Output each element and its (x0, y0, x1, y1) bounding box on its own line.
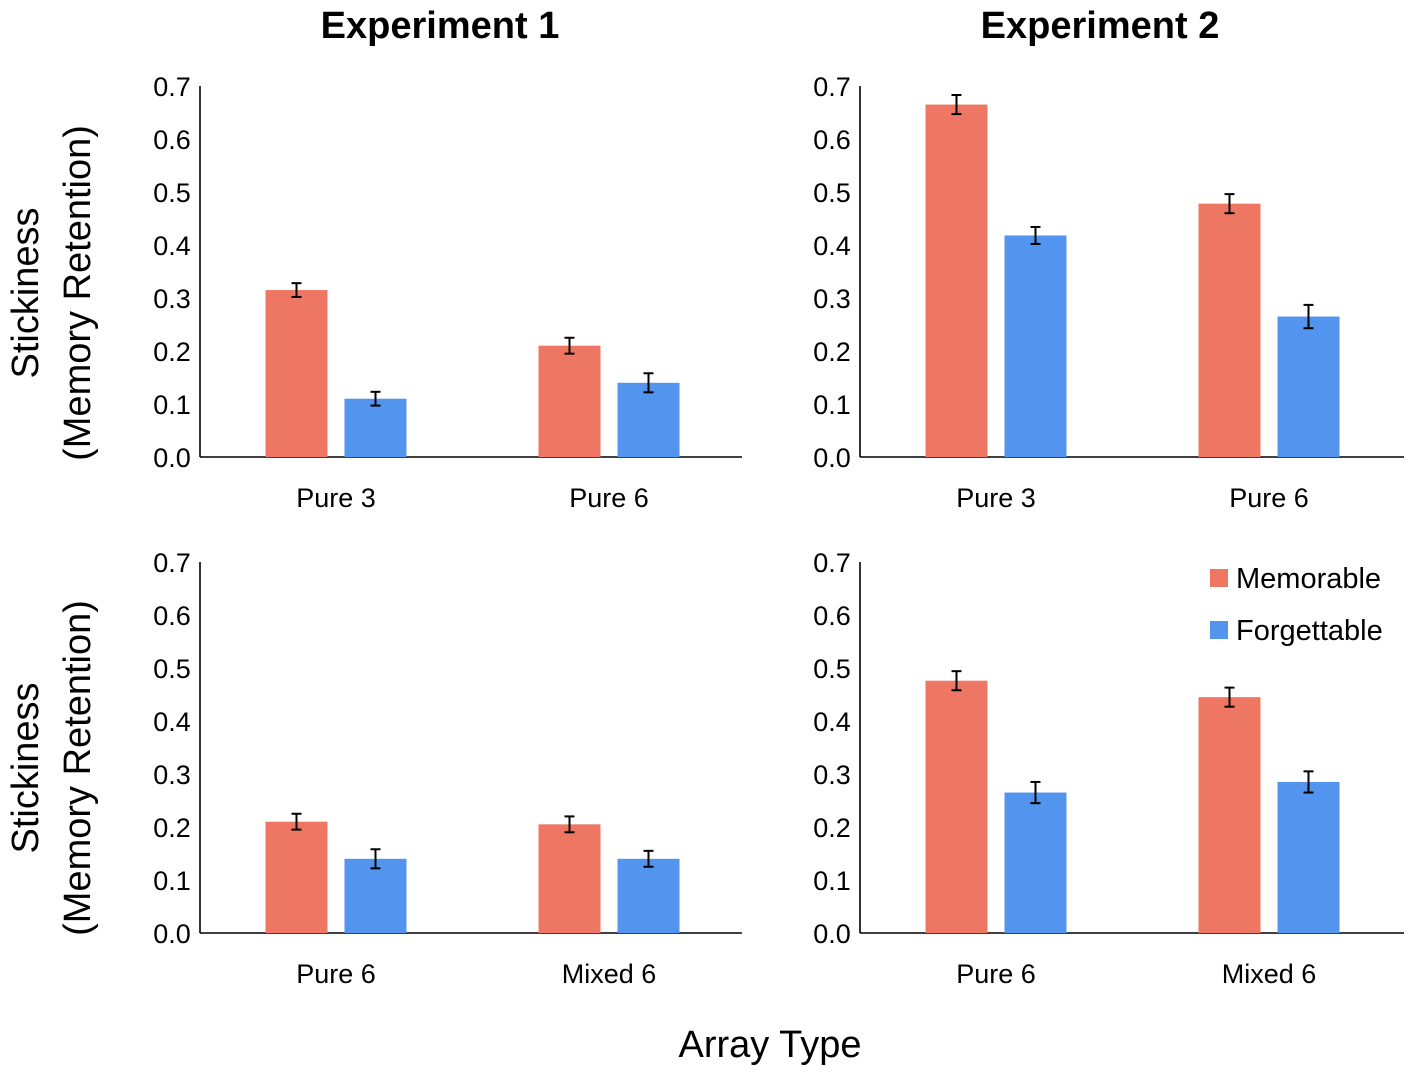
bar-memorable-pure-6 (538, 345, 601, 457)
y-tick-label: 0.1 (813, 866, 851, 896)
y-axis-label-bottom-line-1: Stickiness (5, 682, 47, 853)
y-tick-label: 0.3 (813, 284, 851, 314)
y-tick-label: 0.7 (153, 72, 191, 102)
bar-forgettable-pure-6 (617, 382, 680, 457)
category-label: Mixed 6 (562, 959, 657, 989)
y-tick-label: 0.6 (153, 125, 191, 155)
y-tick-label: 0.4 (813, 231, 851, 261)
column-title-experiment-1: Experiment 1 (321, 5, 560, 47)
column-title-experiment-2: Experiment 2 (981, 5, 1220, 47)
bar-forgettable-pure-3 (344, 398, 407, 457)
y-tick-label: 0.5 (153, 654, 191, 684)
bar-memorable-mixed-6 (538, 824, 601, 933)
y-axis-label-top: Stickiness (5, 207, 47, 378)
y-axis-label-bottom-line-2: (Memory Retention) (57, 600, 99, 936)
y-tick-label: 0.0 (153, 919, 191, 949)
y-tick-label: 0.4 (153, 231, 191, 261)
bar-memorable-pure-6 (1198, 203, 1261, 457)
y-tick-label: 0.2 (813, 813, 851, 843)
panel-bottom-left: 0.0 0.1 0.2 0.3 0.4 0.5 0.6 0.7 Pure 6 Mixed 6 (153, 548, 742, 989)
y-tick-label: 0.3 (153, 284, 191, 314)
category-label: Pure 3 (296, 483, 376, 513)
y-axis-label-top-line-1: Stickiness (5, 207, 47, 378)
y-tick-label: 0.3 (813, 760, 851, 790)
bar-forgettable-pure-6 (1277, 316, 1340, 457)
bar-forgettable-pure-6 (1004, 792, 1067, 933)
y-tick-label: 0.6 (153, 601, 191, 631)
y-tick-label: 0.1 (153, 866, 191, 896)
bar-memorable-pure-6 (265, 821, 328, 933)
category-label: Pure 3 (956, 483, 1036, 513)
y-tick-label: 0.7 (153, 548, 191, 578)
y-tick-label: 0.3 (153, 760, 191, 790)
bar-forgettable-pure-6 (344, 858, 407, 933)
y-axis-label-top-line-2: (Memory Retention) (57, 125, 99, 461)
y-tick-label: 0.5 (813, 654, 851, 684)
bar-memorable-mixed-6 (1198, 697, 1261, 933)
y-tick-label: 0.4 (153, 707, 191, 737)
bar-forgettable-mixed-6 (1277, 781, 1340, 933)
bar-memorable-pure-3 (265, 290, 328, 457)
y-tick-label: 0.5 (813, 178, 851, 208)
category-label: Pure 6 (569, 483, 649, 513)
bar-memorable-pure-6 (925, 680, 988, 933)
category-label: Pure 6 (956, 959, 1036, 989)
category-label: Pure 6 (296, 959, 376, 989)
legend-label-forgettable: Forgettable (1236, 615, 1383, 647)
y-tick-label: 0.6 (813, 601, 851, 631)
y-tick-label: 0.0 (813, 919, 851, 949)
y-tick-label: 0.0 (153, 443, 191, 473)
legend-swatch-memorable (1210, 569, 1228, 587)
legend-label-memorable: Memorable (1236, 563, 1381, 595)
panel-top-right: 0.0 0.1 0.2 0.3 0.4 0.5 0.6 0.7 Pure 3 Pure 6 (813, 72, 1404, 513)
bar-memorable-pure-3 (925, 104, 988, 458)
legend-swatch-forgettable (1210, 621, 1228, 639)
y-axis-label-bottom-line-2-text: (Memory Retention) (57, 600, 99, 936)
y-tick-label: 0.2 (153, 813, 191, 843)
y-tick-label: 0.7 (813, 72, 851, 102)
bar-forgettable-pure-3 (1004, 235, 1067, 457)
y-tick-label: 0.4 (813, 707, 851, 737)
y-tick-label: 0.5 (153, 178, 191, 208)
y-tick-label: 0.2 (813, 337, 851, 367)
category-label: Pure 6 (1229, 483, 1309, 513)
y-tick-label: 0.1 (153, 390, 191, 420)
y-axis-label-bottom: Stickiness (5, 682, 47, 853)
panel-bottom-right: 0.0 0.1 0.2 0.3 0.4 0.5 0.6 0.7 Pure 6 Mixed 6 (813, 548, 1404, 989)
panel-top-left: 0.0 0.1 0.2 0.3 0.4 0.5 0.6 0.7 Pure 3 Pure 6 (153, 72, 742, 513)
y-axis-label-top-line-2-text: (Memory Retention) (57, 125, 99, 461)
y-tick-label: 0.6 (813, 125, 851, 155)
y-tick-label: 0.2 (153, 337, 191, 367)
category-label: Mixed 6 (1222, 959, 1317, 989)
legend: Memorable Forgettable (1210, 563, 1383, 647)
y-tick-label: 0.0 (813, 443, 851, 473)
y-tick-label: 0.7 (813, 548, 851, 578)
bar-forgettable-mixed-6 (617, 858, 680, 933)
x-axis-label: Array Type (678, 1024, 861, 1066)
y-tick-label: 0.1 (813, 390, 851, 420)
